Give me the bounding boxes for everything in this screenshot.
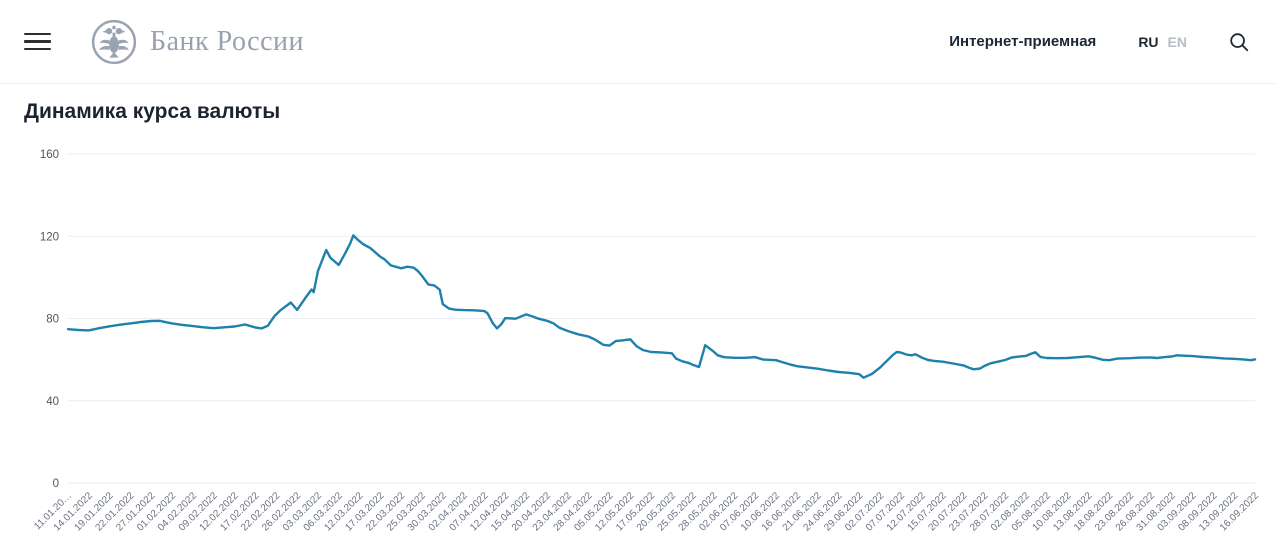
internet-reception-link[interactable]: Интернет-приемная [949, 33, 1097, 50]
header-nav: Интернет-приемная RU EN [949, 32, 1249, 52]
svg-text:120: 120 [40, 231, 59, 243]
currency-chart[interactable]: 0 40 80 120 160 11.01.20… 14.01.2022 19.01.2022… [0, 136, 1275, 556]
currency-chart-canvas[interactable]: 0408012016011.01.20…14.01.202219.01.2022… [0, 136, 1275, 556]
page-title: Динамика курса валюты [24, 100, 281, 123]
lang-ru-button[interactable]: RU [1138, 33, 1159, 50]
svg-text:0: 0 [53, 478, 59, 490]
svg-text:80: 80 [46, 314, 59, 326]
menu-icon[interactable] [24, 32, 51, 51]
language-switcher: RU EN [1138, 34, 1187, 50]
svg-text:160: 160 [40, 149, 59, 161]
svg-text:40: 40 [46, 396, 59, 408]
bank-russia-eagle-icon [91, 19, 137, 64]
search-icon[interactable] [1229, 32, 1249, 52]
header: Банк России Интернет-приемная RU EN [0, 0, 1275, 84]
lang-en-button[interactable]: EN [1167, 33, 1187, 50]
brand-wordmark: Банк России [150, 25, 304, 57]
bank-logo[interactable]: Банк России [91, 19, 304, 65]
